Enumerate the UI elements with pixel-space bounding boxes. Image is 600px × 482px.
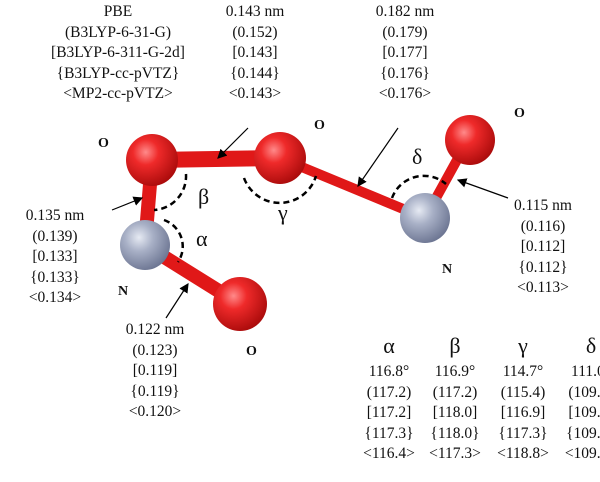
bond-label-n2-o3: 0.115 nm (0.116) [0.112] {0.112} <0.113> — [514, 197, 572, 296]
angle-label-beta: β — [198, 184, 210, 209]
angle-column-header: δ — [585, 333, 597, 358]
angle-column-delta: δ 111.0° (109.8) [109.0] {109.4} <109.1> — [554, 330, 600, 465]
arc-alpha — [163, 218, 184, 263]
arrow-o1-o2 — [217, 127, 249, 159]
atom-label-o4: O — [246, 344, 257, 359]
atoms — [120, 115, 495, 331]
atom-n2 — [400, 193, 450, 243]
arc-beta — [153, 173, 188, 212]
angle-column-alpha: α 116.8° (117.2) [117.2] {117.3} <116.4> — [352, 330, 426, 465]
leader-arrows — [111, 127, 509, 319]
arrow-n1-o4 — [165, 282, 189, 319]
angle-label-delta: δ — [412, 144, 423, 169]
bond-label-o1-o2: 0.143 nm (0.152) [0.143] {0.144} <0.143> — [225, 3, 285, 102]
bond-label-n1-o1: 0.135 nm (0.139) [0.133] {0.133} <0.134> — [25, 207, 85, 306]
angle-column-header: β — [449, 333, 461, 358]
legend-line: (B3LYP-6-31-G) — [64, 23, 172, 41]
atom-label-o3: O — [514, 106, 525, 121]
legend-line: [B3LYP-6-311-G-2d] — [51, 44, 185, 61]
atom-label-o2: O — [314, 118, 325, 133]
arc-gamma — [242, 175, 318, 205]
arrow-n2-o3 — [456, 178, 509, 199]
angle-arcs — [153, 173, 447, 263]
angle-column-gamma: γ 114.7° (115.4) [116.9] {117.3} <118.8> — [486, 330, 560, 465]
angle-column-header: α — [383, 333, 395, 358]
bond-o2-n2 — [275, 153, 430, 223]
bond-label-n1-o4: 0.122 nm (0.123) [0.119] {0.119} <0.120> — [125, 321, 185, 420]
angle-column-beta: β 116.9° (117.2) [118.0] {118.0} <117.3> — [418, 330, 492, 465]
angle-label-gamma: γ — [278, 200, 288, 225]
arrow-o2-n2 — [357, 127, 399, 187]
atom-n1 — [120, 220, 170, 270]
atom-o1 — [126, 134, 178, 186]
arrow-n1-o1 — [111, 196, 144, 211]
methods-legend: PBE (B3LYP-6-31-G) [B3LYP-6-311-G-2d] {B… — [18, 2, 218, 105]
arc-delta — [390, 174, 447, 199]
atom-label-o1: O — [98, 136, 109, 151]
atom-label-n2: N — [442, 262, 453, 277]
bond-label-o2-n2: 0.182 nm (0.179) [0.177] {0.176} <0.176> — [375, 3, 435, 102]
angle-column-header: γ — [518, 333, 528, 358]
atom-label-n1: N — [118, 284, 129, 299]
atom-o2 — [254, 132, 306, 184]
legend-line: {B3LYP-cc-pVTZ} — [56, 64, 180, 82]
atom-o4 — [213, 277, 267, 331]
legend-line: PBE — [103, 3, 133, 20]
atom-o3 — [445, 115, 495, 165]
angle-label-alpha: α — [196, 226, 208, 251]
legend-line: <MP2-cc-pVTZ> — [63, 85, 173, 102]
